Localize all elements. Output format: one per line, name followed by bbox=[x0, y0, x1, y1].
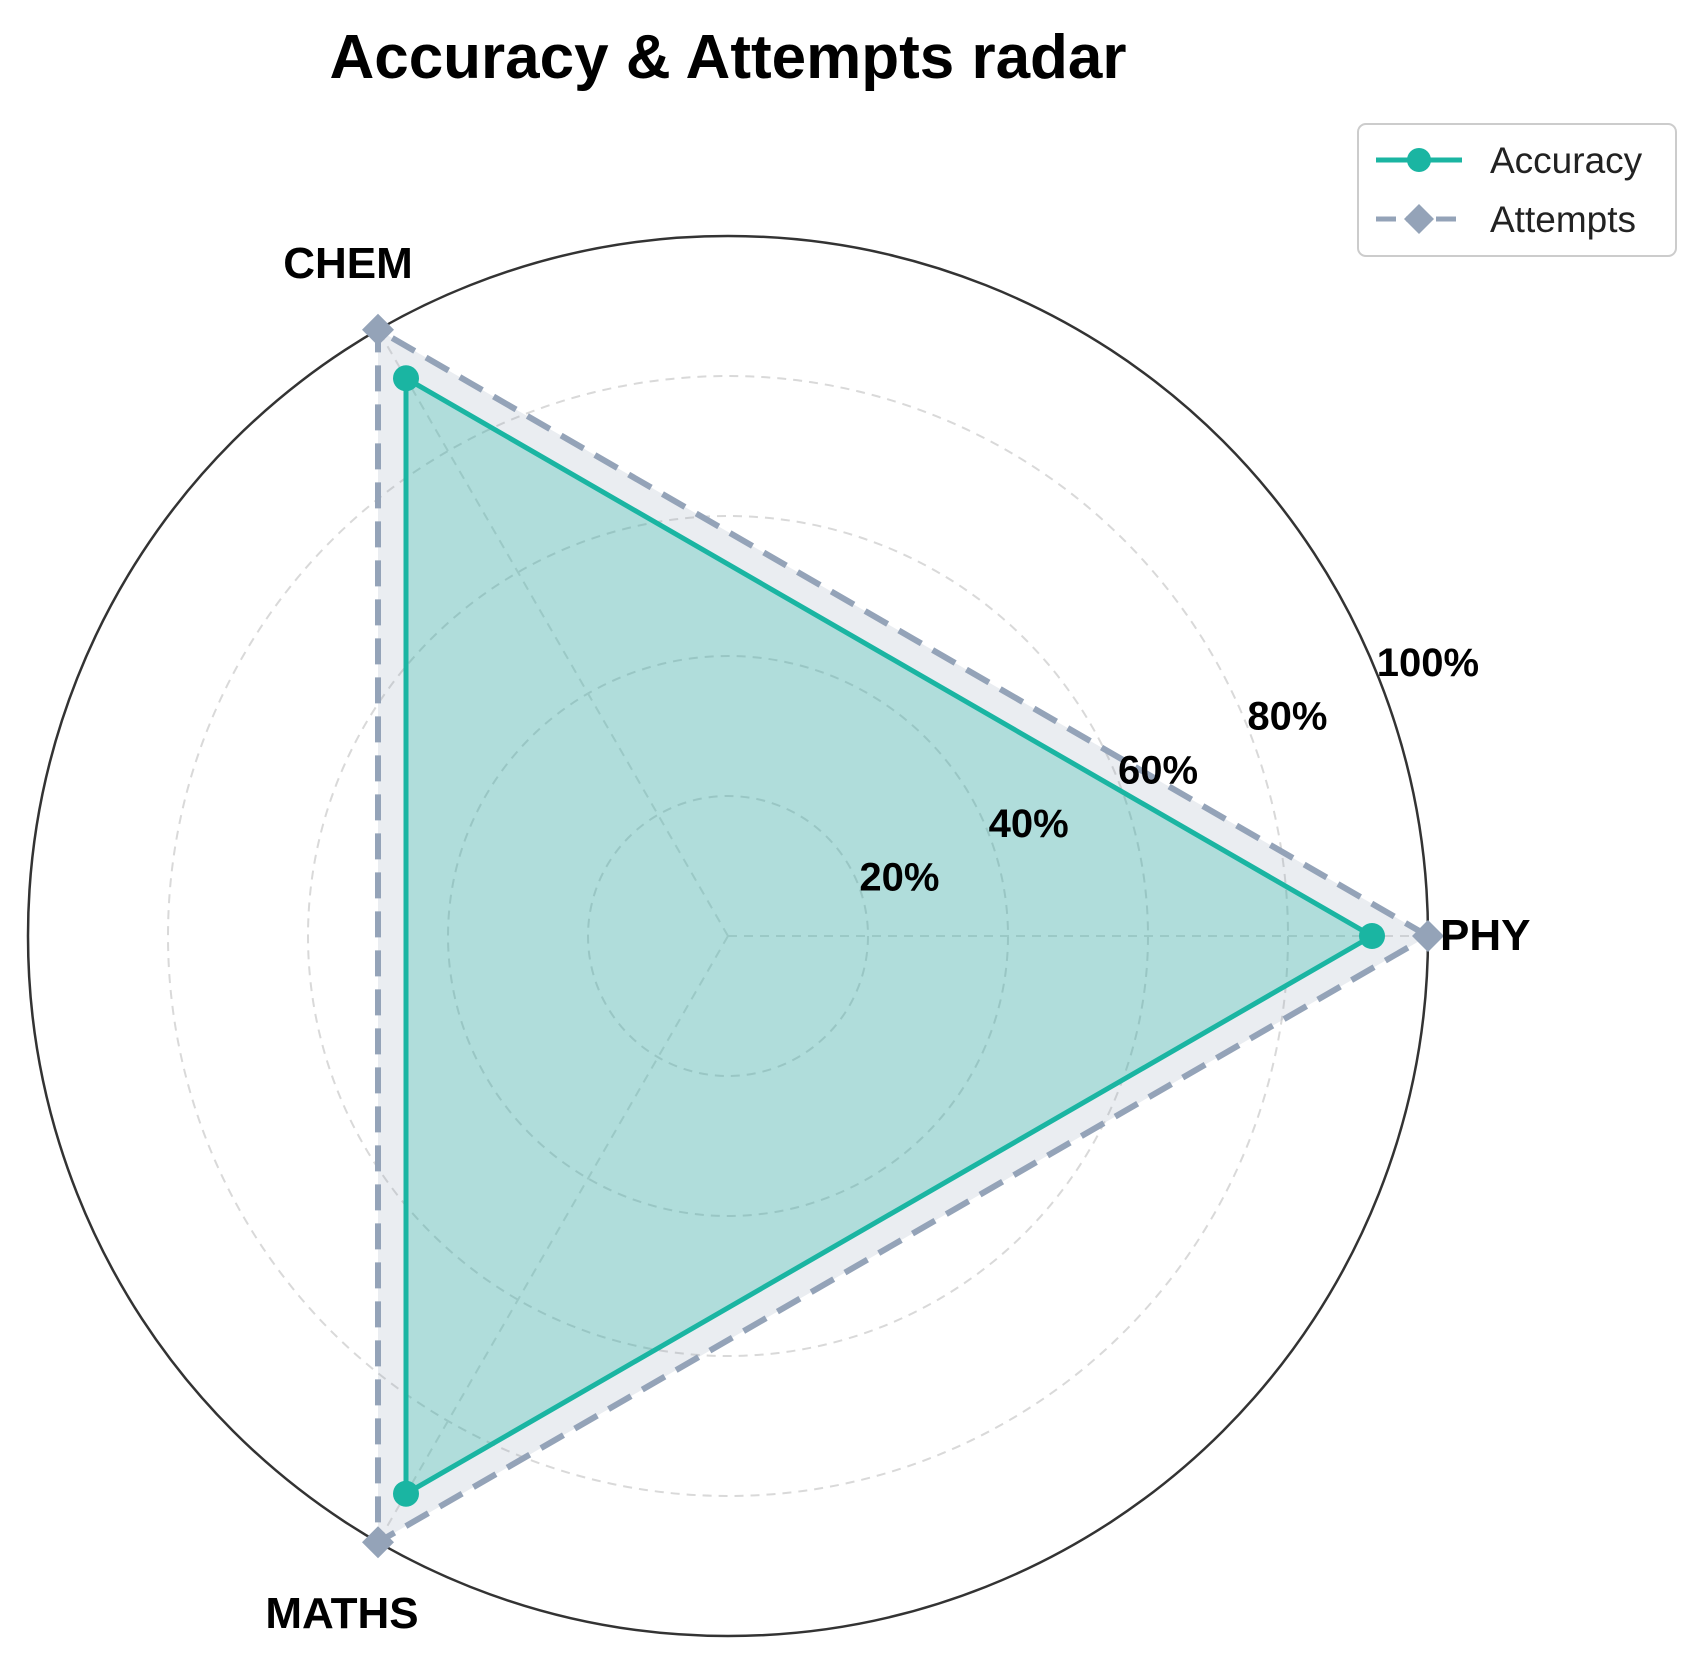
legend-label-accuracy: Accuracy bbox=[1490, 140, 1643, 181]
attempts-area bbox=[378, 329, 1428, 1543]
attempts-point-maths bbox=[362, 1526, 394, 1559]
accuracy-area bbox=[406, 378, 1372, 1494]
accuracy-line bbox=[403, 375, 1375, 1497]
radial-tick-label-60: 60% bbox=[1118, 748, 1198, 792]
accuracy-point-chem bbox=[393, 365, 419, 392]
radial-tick-labels: 20% 40% 60% 80% 100% bbox=[859, 641, 1479, 899]
grid-ring-20 bbox=[587, 795, 869, 1077]
legend-marker-attempts bbox=[1404, 204, 1434, 234]
radial-tick-label-40: 40% bbox=[989, 802, 1069, 846]
chart-title: Accuracy & Attempts radar bbox=[329, 23, 1126, 92]
legend-item-attempts: Attempts bbox=[1376, 199, 1636, 240]
category-label-chem: CHEM bbox=[283, 239, 413, 288]
accuracy-point-phy bbox=[1359, 923, 1385, 949]
category-labels: PHY CHEM MATHS bbox=[265, 239, 1530, 1638]
grid-spoke-chem bbox=[377, 329, 729, 937]
radial-tick-label-100: 100% bbox=[1377, 641, 1479, 685]
attempts-line bbox=[375, 326, 1431, 1546]
radar-series bbox=[362, 313, 1444, 1559]
legend-item-accuracy: Accuracy bbox=[1376, 140, 1643, 181]
legend-marker-accuracy bbox=[1407, 148, 1431, 172]
legend: Accuracy Attempts bbox=[1357, 123, 1677, 257]
category-label-maths: MATHS bbox=[265, 1589, 418, 1638]
radial-tick-label-80: 80% bbox=[1247, 695, 1327, 739]
legend-label-attempts: Attempts bbox=[1490, 199, 1636, 240]
attempts-point-phy bbox=[1412, 920, 1444, 952]
accuracy-point-maths bbox=[393, 1480, 419, 1507]
legend-frame bbox=[1357, 123, 1677, 257]
attempts-point-chem bbox=[362, 313, 394, 346]
grid-spoke-maths bbox=[377, 935, 729, 1543]
radial-tick-label-20: 20% bbox=[859, 855, 939, 899]
category-label-phy: PHY bbox=[1440, 911, 1530, 960]
